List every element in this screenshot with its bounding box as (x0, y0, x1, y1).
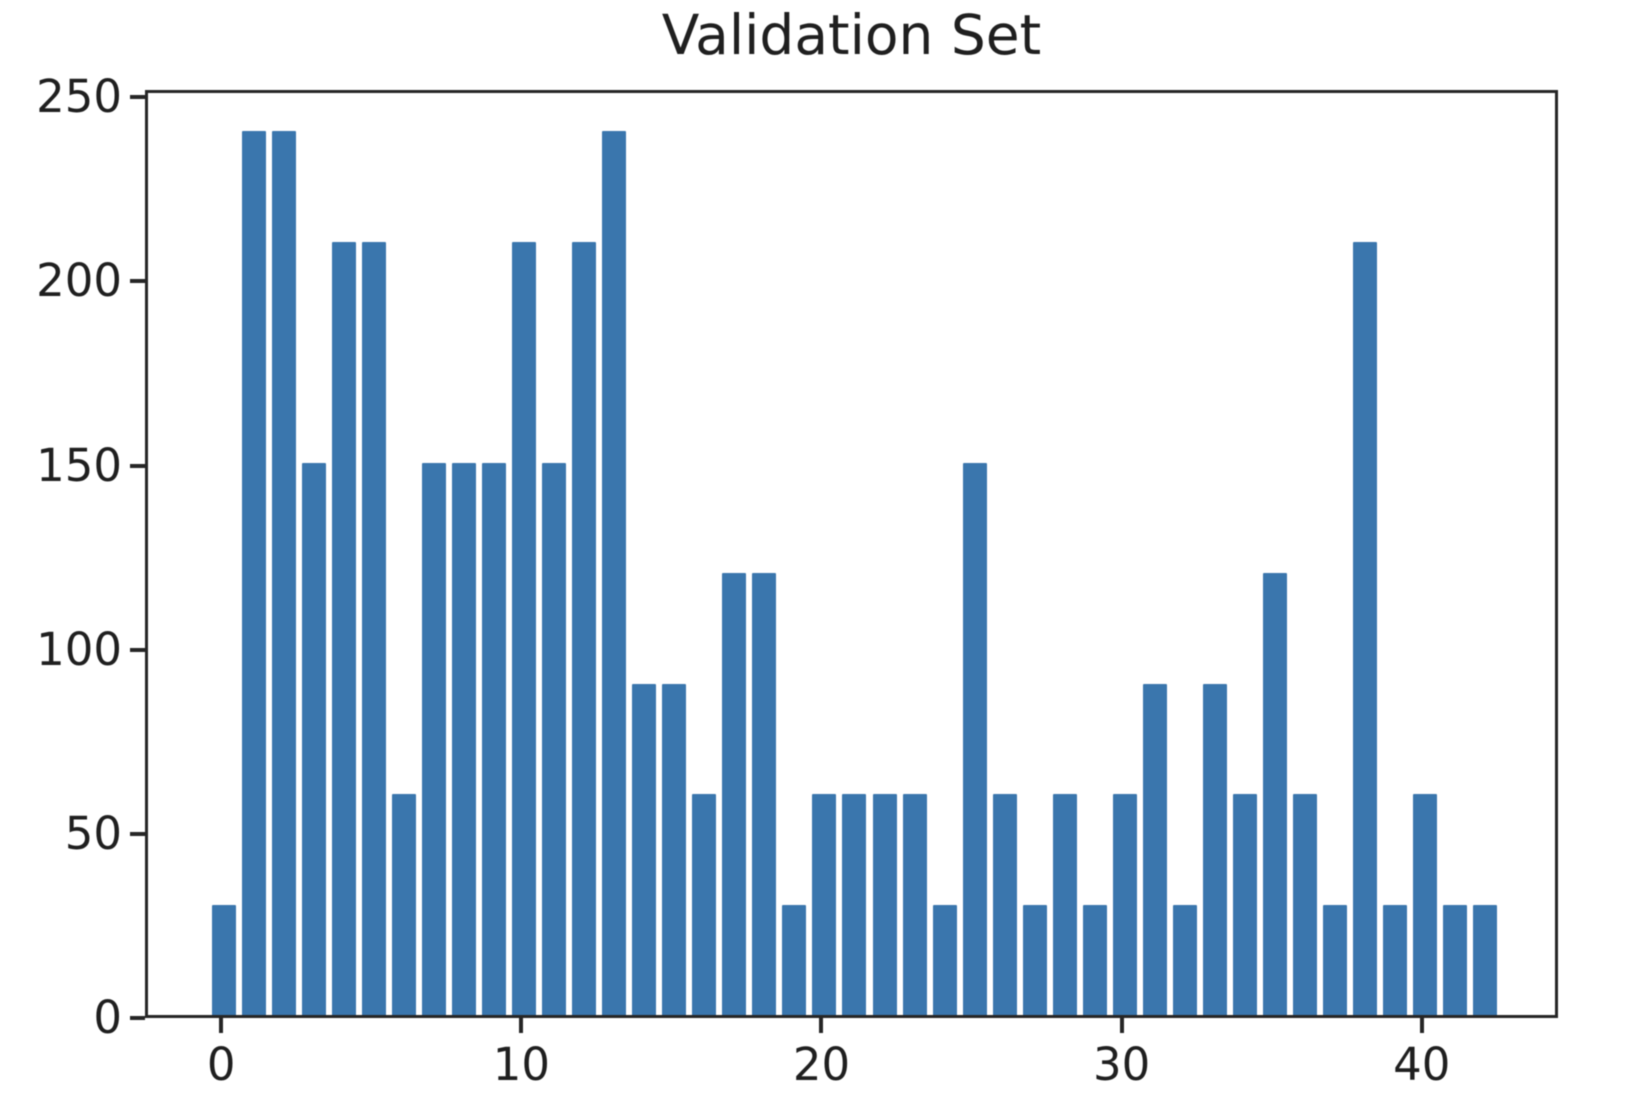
bar-class-15 (662, 683, 687, 1015)
x-tick-label-30: 30 (1092, 1038, 1151, 1091)
bar-class-5 (362, 241, 387, 1015)
plot-area (145, 90, 1558, 1018)
bar-class-2 (272, 131, 297, 1015)
bar-class-42 (1472, 904, 1497, 1015)
y-tick-mark-200 (130, 279, 145, 284)
bar-class-29 (1082, 904, 1107, 1015)
bar-class-9 (482, 462, 507, 1015)
x-tick-label-0: 0 (206, 1038, 236, 1091)
bar-class-40 (1412, 794, 1437, 1015)
bar-class-18 (752, 573, 777, 1015)
bar-class-22 (872, 794, 897, 1015)
y-tick-label-50: 50 (64, 806, 122, 860)
bar-class-23 (902, 794, 927, 1015)
bar-class-21 (842, 794, 867, 1015)
bar-class-6 (392, 794, 417, 1015)
x-tick-mark-40 (1419, 1018, 1424, 1033)
y-tick-mark-0 (130, 1016, 145, 1020)
bar-class-26 (992, 794, 1017, 1015)
y-tick-label-200: 200 (36, 254, 122, 308)
bar-class-12 (572, 241, 597, 1015)
bar-class-1 (242, 131, 267, 1015)
bar-class-20 (812, 794, 837, 1015)
y-tick-mark-250 (130, 95, 145, 100)
bar-class-38 (1352, 241, 1377, 1015)
x-tick-label-20: 20 (792, 1038, 851, 1091)
x-tick-label-10: 10 (492, 1038, 550, 1091)
bar-class-25 (962, 462, 987, 1015)
bar-class-8 (452, 462, 477, 1015)
bar-class-11 (542, 462, 567, 1015)
bar-class-7 (422, 462, 447, 1015)
bar-class-24 (932, 904, 957, 1015)
bar-class-13 (602, 131, 627, 1015)
bar-class-4 (332, 241, 357, 1015)
y-tick-label-0: 0 (93, 991, 122, 1044)
bar-class-27 (1022, 904, 1047, 1015)
y-tick-label-150: 150 (36, 438, 122, 492)
y-tick-mark-100 (130, 647, 145, 652)
bar-class-14 (632, 683, 657, 1015)
x-tick-label-40: 40 (1393, 1038, 1451, 1091)
bar-class-28 (1052, 794, 1077, 1015)
bar-class-17 (722, 573, 747, 1015)
bar-class-19 (782, 904, 807, 1015)
bar-class-3 (302, 462, 327, 1015)
bar-class-30 (1112, 794, 1137, 1015)
y-tick-label-250: 250 (36, 70, 122, 124)
bar-class-35 (1262, 573, 1287, 1015)
bar-class-34 (1232, 794, 1257, 1015)
x-tick-mark-0 (219, 1018, 224, 1033)
y-tick-mark-150 (130, 463, 145, 468)
bar-class-36 (1292, 794, 1317, 1015)
bar-class-37 (1322, 904, 1347, 1015)
bar-class-31 (1142, 683, 1167, 1015)
y-tick-label-100: 100 (36, 622, 122, 676)
bar-class-33 (1202, 683, 1227, 1015)
bar-class-0 (212, 904, 237, 1015)
chart-title: Validation Set (661, 3, 1042, 67)
bar-class-16 (692, 794, 717, 1015)
y-tick-mark-50 (130, 831, 145, 836)
x-tick-mark-10 (519, 1018, 524, 1033)
bar-class-32 (1172, 904, 1197, 1015)
bar-class-10 (512, 241, 537, 1015)
x-tick-mark-30 (1119, 1018, 1124, 1033)
bar-class-41 (1442, 904, 1467, 1015)
bar-class-39 (1382, 904, 1407, 1015)
x-tick-mark-20 (819, 1018, 824, 1033)
